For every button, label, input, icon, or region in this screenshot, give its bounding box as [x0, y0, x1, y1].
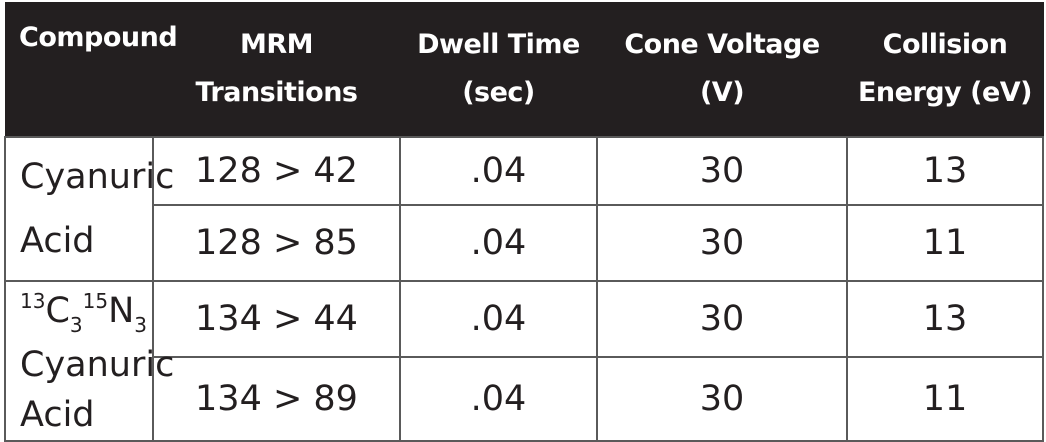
cone-voltage-cell: 30 — [596, 280, 848, 358]
compound-name-line1: Cyanuric — [20, 157, 175, 197]
isotope-formula: 13C315N3 — [20, 286, 152, 340]
header-cone-line2: (V) — [699, 77, 745, 108]
table-row: 13C315N3 Cyanuric Acid 134 > 44 .04 30 1… — [4, 280, 1044, 442]
header-dwell-time: Dwell Time (sec) — [400, 2, 598, 137]
compound-name-line2: Acid — [20, 395, 95, 435]
nitrogen-mass-number: 15 — [82, 289, 109, 313]
cone-voltage-cell: 30 — [596, 355, 848, 442]
table-body: Cyanuric Acid 128 > 42 .04 30 13 128 > 8… — [4, 136, 1044, 442]
dwell-time-cell: .04 — [399, 355, 598, 442]
header-compound-label: Compound — [19, 22, 178, 53]
table-row: Cyanuric Acid 128 > 42 .04 30 13 — [4, 136, 1044, 282]
header-mrm-line1: MRM — [239, 29, 314, 60]
transition-cell: 128 > 42 — [152, 136, 401, 206]
carbon-count: 3 — [69, 313, 83, 337]
compound-name-line2: Acid — [20, 221, 95, 261]
header-mrm-line2: Transitions — [195, 77, 358, 108]
collision-energy-cell: 13 — [846, 136, 1044, 206]
cone-voltage-cell: 30 — [596, 136, 848, 206]
nitrogen-symbol: N — [108, 291, 135, 331]
carbon-mass-number: 13 — [20, 289, 46, 313]
dwell-time-cell: .04 — [399, 136, 598, 206]
nitrogen-count: 3 — [134, 313, 148, 337]
header-dwell-line2: (sec) — [462, 77, 535, 108]
header-collision-line2: Energy (eV) — [857, 77, 1033, 108]
carbon-symbol: C — [45, 291, 70, 331]
header-dwell-line1: Dwell Time — [417, 29, 580, 60]
mrm-parameters-table: Compound MRM Transitions Dwell Time (sec… — [4, 2, 1044, 442]
header-collision-energy: Collision Energy (eV) — [847, 2, 1044, 137]
collision-energy-cell: 13 — [846, 280, 1044, 358]
compound-cell-cyanuric-acid: Cyanuric Acid — [4, 136, 174, 282]
table-row: 128 > 85 .04 30 11 — [5, 204, 1044, 282]
transition-cell: 134 > 44 — [152, 280, 401, 358]
collision-energy-cell: 11 — [846, 204, 1044, 282]
transition-cell: 134 > 89 — [152, 355, 401, 442]
dwell-time-cell: .04 — [399, 280, 598, 358]
header-cone-line1: Cone Voltage — [624, 29, 820, 60]
collision-energy-cell: 11 — [846, 355, 1044, 442]
compound-name-line1: Cyanuric — [20, 345, 175, 385]
compound-cell-labeled-cyanuric-acid: 13C315N3 Cyanuric Acid — [4, 280, 174, 442]
header-cone-voltage: Cone Voltage (V) — [597, 2, 848, 137]
header-collision-line1: Collision — [882, 29, 1008, 60]
dwell-time-cell: .04 — [399, 204, 598, 282]
table-header: Compound MRM Transitions Dwell Time (sec… — [5, 2, 1044, 137]
transition-cell: 128 > 85 — [152, 204, 401, 282]
header-compound: Compound — [5, 2, 178, 137]
header-mrm-transitions: MRM Transitions — [153, 2, 401, 137]
header-row: Compound MRM Transitions Dwell Time (sec… — [5, 2, 1044, 137]
cone-voltage-cell: 30 — [596, 204, 848, 282]
